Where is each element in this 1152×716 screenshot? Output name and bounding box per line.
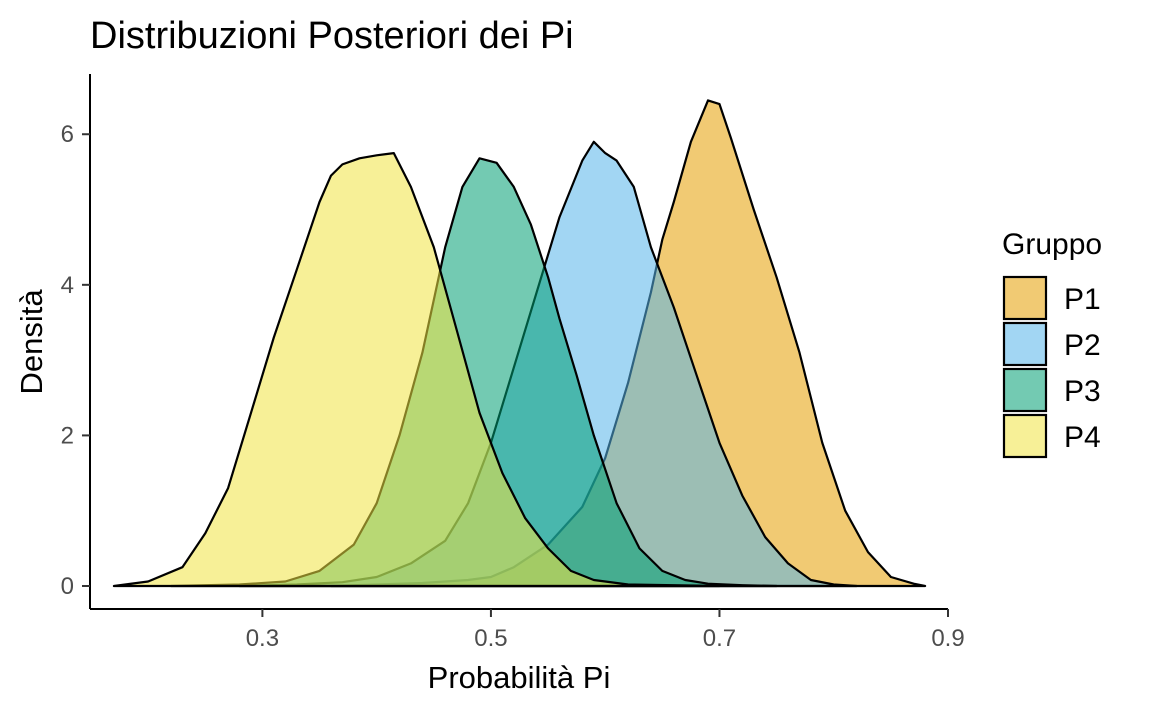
legend-label-p4: P4 xyxy=(1064,421,1101,454)
x-tick-label: 0.9 xyxy=(931,625,964,652)
legend-key-p2 xyxy=(1002,321,1048,367)
legend-label-p1: P1 xyxy=(1064,283,1101,316)
y-tick-label: 6 xyxy=(61,121,74,148)
y-tick-label: 0 xyxy=(61,573,74,600)
legend: Gruppo P1 P2 P3 P4 xyxy=(1002,228,1102,459)
y-axis-label: Densità xyxy=(14,289,49,395)
x-tick-label: 0.3 xyxy=(246,625,279,652)
legend-key-p4 xyxy=(1002,413,1048,459)
y-axis-ticks: 0 2 4 6 xyxy=(61,121,90,600)
chart-title: Distribuzioni Posteriori dei Pi xyxy=(90,15,574,57)
x-tick-label: 0.7 xyxy=(703,625,736,652)
legend-title: Gruppo xyxy=(1002,228,1102,261)
y-tick-label: 4 xyxy=(61,272,74,299)
legend-key-p3 xyxy=(1002,367,1048,413)
legend-label-p3: P3 xyxy=(1064,375,1101,408)
plot-area xyxy=(112,99,927,588)
x-tick-label: 0.5 xyxy=(474,625,507,652)
legend-label-p2: P2 xyxy=(1064,329,1101,362)
density-area-p4 xyxy=(112,152,721,588)
legend-key-p1 xyxy=(1002,275,1048,321)
y-tick-label: 2 xyxy=(61,422,74,449)
x-axis-label: Probabilità Pi xyxy=(428,660,611,695)
x-axis-ticks: 0.3 0.5 0.7 0.9 xyxy=(246,609,965,652)
